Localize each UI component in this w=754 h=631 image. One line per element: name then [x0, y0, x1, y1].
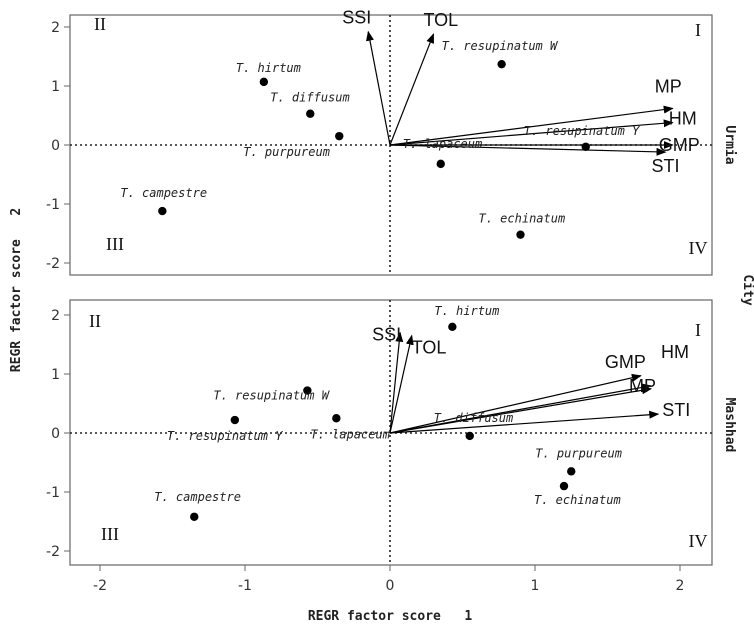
vector-arrow-mp	[389, 105, 674, 146]
data-point-label: T. campestre	[120, 186, 207, 200]
quadrant-label-top-right: I	[695, 20, 701, 40]
data-point	[465, 431, 474, 441]
data-point	[306, 109, 315, 118]
data-point	[567, 467, 576, 476]
y-tick-label: -2	[46, 256, 60, 272]
vector-arrow-ssi	[366, 30, 391, 146]
vector-label-hm: HM	[661, 342, 689, 362]
data-point	[259, 77, 269, 87]
vector-arrow-mp	[389, 386, 652, 434]
data-point	[332, 414, 341, 423]
y-tick-label: 0	[51, 426, 60, 442]
panel-mashhad-y-ticks: -2 -1 0 1 2	[46, 308, 70, 560]
data-point	[335, 131, 344, 141]
data-point-label: T. resupinatum Y	[167, 429, 283, 443]
quadrant-label-top-right: I	[695, 320, 701, 340]
data-point	[230, 415, 240, 425]
y-axis-title: REGR factor score 2	[9, 208, 24, 372]
quadrant-label-top-left: II	[94, 14, 106, 34]
panel-urmia-points: T. hirtum T. diffusum T. purpureum T. campe…	[120, 39, 640, 239]
y-tick-label: 1	[51, 79, 60, 95]
facet-title: City	[740, 274, 754, 305]
data-point-label: T. purpureum	[243, 145, 330, 159]
vector-label-mp: MP	[655, 76, 682, 96]
data-point	[436, 159, 445, 169]
vector-label-sti: STI	[662, 400, 690, 420]
x-tick-label: -1	[238, 578, 252, 594]
vector-label-gmp: GMP	[605, 352, 646, 372]
y-tick-label: -1	[46, 197, 60, 213]
data-point-label: T. lapaceum	[403, 137, 482, 151]
x-tick-label: 0	[386, 578, 395, 594]
data-point	[581, 142, 590, 151]
x-axis-ticks: -2 -1 0 1 2	[93, 565, 684, 594]
data-point-label: T. hirtum	[434, 304, 499, 318]
quadrant-label-bottom-left: III	[106, 234, 124, 254]
data-point	[497, 59, 506, 69]
data-point-label: T. resupinatum W	[442, 39, 559, 53]
facet-label-urmia: Urmia	[722, 125, 737, 164]
data-point-label: T. echinatum	[479, 212, 566, 226]
vector-label-hm: HM	[669, 109, 697, 129]
quadrant-label-bottom-right: IV	[689, 531, 708, 551]
vector-label-ssi: SSI	[342, 8, 371, 28]
data-point-label: T. hirtum	[236, 61, 301, 75]
vector-arrow-tol	[389, 33, 435, 146]
x-tick-label: 1	[531, 578, 540, 594]
data-point-label: T. diffusum	[270, 91, 349, 105]
data-point	[158, 206, 167, 216]
y-tick-label: 1	[51, 367, 60, 383]
vector-arrow-tol	[389, 334, 414, 434]
x-tick-label: 2	[676, 578, 685, 594]
data-point	[190, 512, 199, 521]
y-tick-label: -2	[46, 544, 60, 560]
y-tick-label: 2	[51, 308, 60, 324]
vector-arrow-hm	[389, 119, 674, 146]
data-point	[303, 386, 312, 395]
y-tick-label: -1	[46, 485, 60, 501]
vector-arrow-gmp	[389, 373, 642, 434]
vector-arrow-ssi	[389, 331, 404, 434]
data-point	[559, 481, 569, 491]
data-point-label: T. resupinatum W	[213, 389, 330, 403]
vector-label-sti: STI	[652, 156, 680, 176]
vector-label-tol: TOL	[424, 10, 459, 30]
facet-label-mashhad: Mashhad	[722, 398, 737, 453]
panel-urmia-y-ticks: -2 -1 0 1 2	[46, 20, 70, 272]
vector-label-tol: TOL	[412, 338, 447, 358]
data-point-label: T. purpureum	[535, 446, 622, 460]
x-axis-title: REGR factor score 1	[308, 609, 473, 624]
vector-label-gmp: GMP	[659, 135, 700, 155]
data-point-label: T. campestre	[154, 490, 241, 504]
vector-label-mp: MP	[629, 376, 656, 396]
vector-label-ssi: SSI	[372, 325, 401, 345]
data-point-label: T. diffusum	[434, 411, 513, 425]
data-point	[448, 322, 457, 331]
quadrant-label-bottom-right: IV	[689, 238, 708, 258]
y-tick-label: 0	[51, 138, 60, 154]
panel-mashhad-points: T. hirtum T. resupinatum W T. resupinatum …	[154, 304, 622, 521]
data-point-label: T. resupinatum Y	[524, 124, 640, 138]
quadrant-label-bottom-left: III	[101, 524, 119, 544]
vector-arrow-sti	[389, 410, 660, 434]
quadrant-label-top-left: II	[89, 311, 101, 331]
data-point-label: T. echinatum	[534, 493, 621, 507]
x-tick-label: -2	[93, 578, 107, 594]
data-point-label: T. lapaceum	[310, 427, 389, 441]
vector-arrow-sti	[389, 144, 667, 156]
y-tick-label: 2	[51, 20, 60, 36]
data-point	[516, 230, 525, 239]
